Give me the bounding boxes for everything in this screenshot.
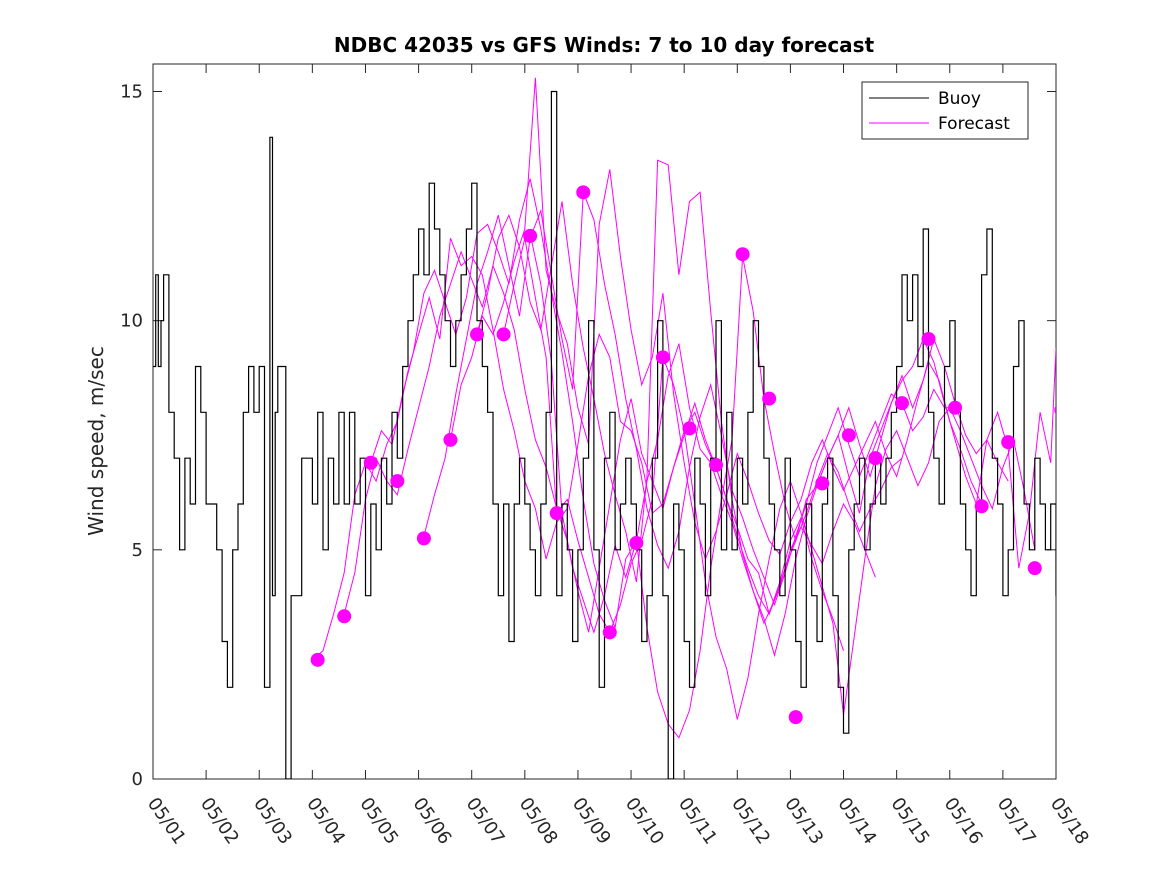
forecast-marker [921, 332, 936, 346]
forecast-marker [1027, 561, 1042, 576]
forecast-marker [788, 710, 803, 725]
forecast-marker [974, 499, 989, 514]
y-tick-label: 5 [132, 540, 143, 561]
forecast-marker [470, 327, 485, 342]
forecast-marker [310, 652, 325, 667]
forecast-marker [523, 228, 538, 243]
y-tick-label: 10 [120, 311, 143, 332]
forecast-marker [841, 428, 856, 443]
forecast-marker [602, 625, 617, 640]
forecast-marker [629, 535, 644, 550]
forecast-marker [948, 400, 963, 415]
forecast-line [529, 233, 1056, 739]
chart-title: NDBC 42035 vs GFS Winds: 7 to 10 day for… [334, 33, 875, 57]
forecast-marker [868, 451, 883, 466]
forecast-marker [337, 609, 352, 624]
y-tick-label: 0 [132, 769, 143, 790]
forecast-line [476, 159, 1009, 658]
buoy-line [153, 90, 1056, 779]
forecast-marker [1001, 435, 1016, 450]
forecast-marker [655, 350, 670, 365]
forecast-marker [894, 396, 909, 411]
forecast-marker [762, 391, 777, 406]
forecast-marker [496, 327, 511, 342]
forecast-marker [390, 474, 405, 489]
forecast-marker [682, 421, 697, 436]
data-layer [153, 77, 1056, 779]
axes-box [152, 63, 1057, 780]
forecast-marker [735, 247, 750, 262]
legend-buoy-label: Buoy [938, 89, 981, 109]
forecast-line [503, 238, 1036, 720]
forecast-marker [443, 432, 458, 447]
y-tick-label: 15 [120, 82, 143, 103]
y-axis-label: Wind speed, m/sec [84, 346, 108, 536]
forecast-marker [416, 531, 431, 546]
forecast-marker [363, 455, 378, 470]
forecast-marker [1054, 405, 1056, 415]
forecast-marker [815, 476, 830, 491]
forecast-marker [576, 185, 591, 200]
legend: Buoy Forecast [861, 81, 1029, 140]
forecast-marker [549, 506, 564, 521]
forecast-marker [709, 458, 724, 473]
legend-forecast-label: Forecast [938, 114, 1010, 134]
forecast-line [343, 250, 876, 633]
